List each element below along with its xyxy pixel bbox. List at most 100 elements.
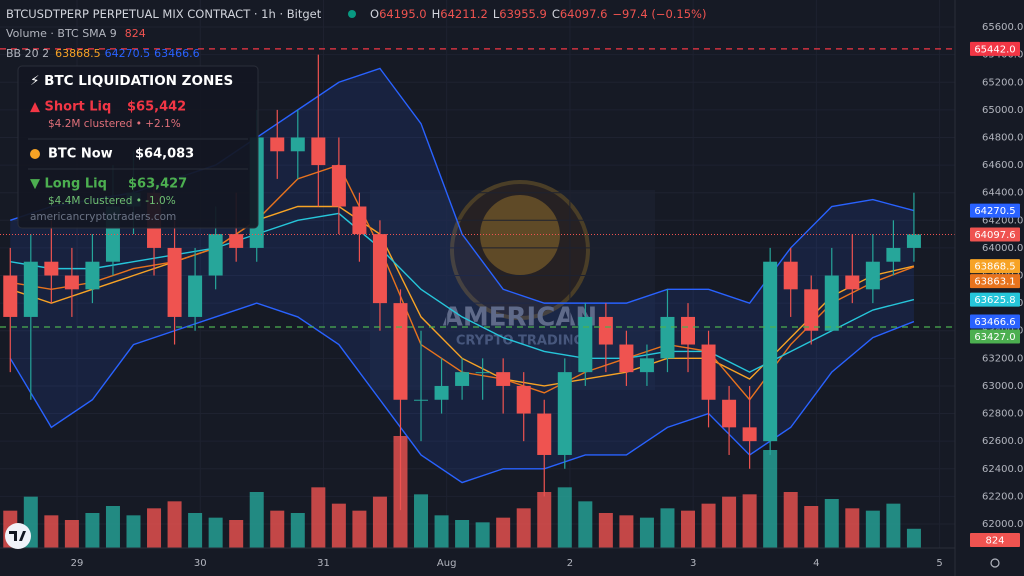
price-tag-label: 63466.6 — [974, 317, 1015, 328]
status-dot — [348, 10, 356, 18]
volume-bar — [167, 501, 182, 548]
ohlc-key: L — [493, 7, 500, 21]
candle-body — [434, 385, 449, 400]
candle-body — [475, 372, 490, 374]
price-tag — [970, 227, 1020, 242]
price-tag — [970, 274, 1020, 289]
volume-bar — [865, 510, 880, 548]
candle-body — [393, 303, 408, 400]
price-tag — [970, 203, 1020, 218]
volume-bar — [763, 450, 778, 548]
candle-body — [64, 275, 79, 290]
watermark-bg — [370, 190, 655, 390]
y-tick-label: 64000.0 — [982, 243, 1023, 254]
price-tag-label: 64097.6 — [974, 230, 1015, 241]
volume-bar — [783, 492, 798, 548]
price-tag-label: 63427.0 — [974, 332, 1015, 343]
y-tick-label: 65000.0 — [982, 105, 1023, 116]
volume-bar — [331, 503, 346, 548]
candle-body — [681, 316, 696, 345]
candle-body — [372, 234, 387, 304]
candle-body — [722, 399, 737, 428]
y-tick-label: 64200.0 — [982, 215, 1023, 226]
ohlc: O64195.0 H64211.2 L63955.9 C64097.6 −97.4 (−… — [370, 7, 706, 21]
time-axis — [0, 548, 1024, 576]
candle-body — [270, 137, 285, 152]
x-tick-label: 29 — [71, 558, 84, 569]
watermark-b — [480, 195, 560, 275]
volume-bar — [372, 496, 387, 548]
tv-logo-mark — [9, 531, 26, 541]
volume-bar — [126, 515, 141, 548]
ohlc-value: 64195.0 — [379, 7, 427, 21]
candle-body — [167, 247, 182, 317]
volume-bar — [537, 492, 552, 548]
y-tick-label: 62200.0 — [982, 491, 1023, 502]
card-text: $65,442 — [127, 100, 186, 115]
volume-bar — [598, 513, 613, 548]
candle-body — [352, 206, 367, 235]
card-text: ⚡ BTC LIQUIDATION ZONES — [30, 73, 233, 89]
candle-body — [660, 316, 675, 359]
price-tag — [970, 41, 1020, 56]
volume-name: Volume · BTC SMA 9 — [6, 27, 117, 40]
volume-bar — [722, 496, 737, 548]
volume-bar — [188, 513, 203, 548]
price-tag — [970, 314, 1020, 329]
volume-bar — [906, 528, 921, 548]
watermark-coin — [450, 180, 590, 320]
card-text: ▲ Short Liq — [30, 100, 111, 115]
volume-bar — [639, 517, 654, 548]
volume-bar — [229, 520, 244, 548]
candle-body — [639, 358, 654, 373]
price-tag-label: 824 — [985, 536, 1004, 547]
ohlc-value: 64097.6 — [560, 7, 608, 21]
price-tag-label: 63868.5 — [974, 262, 1015, 273]
volume-bar — [147, 508, 162, 548]
volume-value: 824 — [125, 27, 146, 40]
candle-body — [619, 344, 634, 373]
watermark-text: CRYPTO TRADING — [456, 334, 584, 349]
candle-body — [414, 399, 429, 401]
card-text: ▼ Long Liq — [30, 177, 107, 192]
volume-bar — [85, 513, 100, 548]
card-text: $63,427 — [128, 177, 187, 192]
candle-body — [865, 261, 880, 290]
candle-body — [455, 372, 470, 386]
volume-bar — [681, 510, 696, 548]
volume-bar — [434, 515, 449, 548]
candle-body — [311, 137, 326, 166]
candle-body — [886, 247, 901, 262]
volume-bar — [64, 520, 79, 548]
card-text: BTC Now — [48, 147, 113, 162]
indicator-line — [9, 302, 915, 484]
volume-bar — [660, 508, 675, 548]
candle-body — [742, 427, 757, 442]
volume-bar — [701, 503, 716, 548]
volume-bar — [475, 522, 490, 548]
candle-body — [537, 413, 552, 455]
candle-body — [824, 275, 839, 331]
x-tick-label: 30 — [194, 558, 207, 569]
candle-body — [906, 234, 921, 248]
candle-body — [85, 261, 100, 290]
candle-body — [516, 385, 531, 414]
settings-icon — [990, 558, 1000, 568]
volume-bar — [742, 494, 757, 548]
bb-value: 63466.6 — [154, 47, 200, 60]
volume-bar — [578, 501, 593, 548]
y-tick-label: 65200.0 — [982, 77, 1023, 88]
volume-bar — [311, 487, 326, 548]
volume-legend: Volume · BTC SMA 9 824 — [6, 27, 146, 40]
volume-bar — [44, 515, 59, 548]
volume-bar — [496, 517, 511, 548]
ohlc-value: 64211.2 — [440, 7, 488, 21]
card-text: $4.2M clustered • +2.1% — [48, 118, 181, 130]
volume-bar — [352, 510, 367, 548]
card-text: $64,083 — [135, 147, 194, 162]
x-tick-label: Aug — [437, 558, 457, 569]
bb-legend: BB 20 2 63868.5 64270.5 63466.6 — [6, 47, 200, 60]
y-tick-label: 64600.0 — [982, 160, 1023, 171]
volume-bar — [270, 510, 285, 548]
